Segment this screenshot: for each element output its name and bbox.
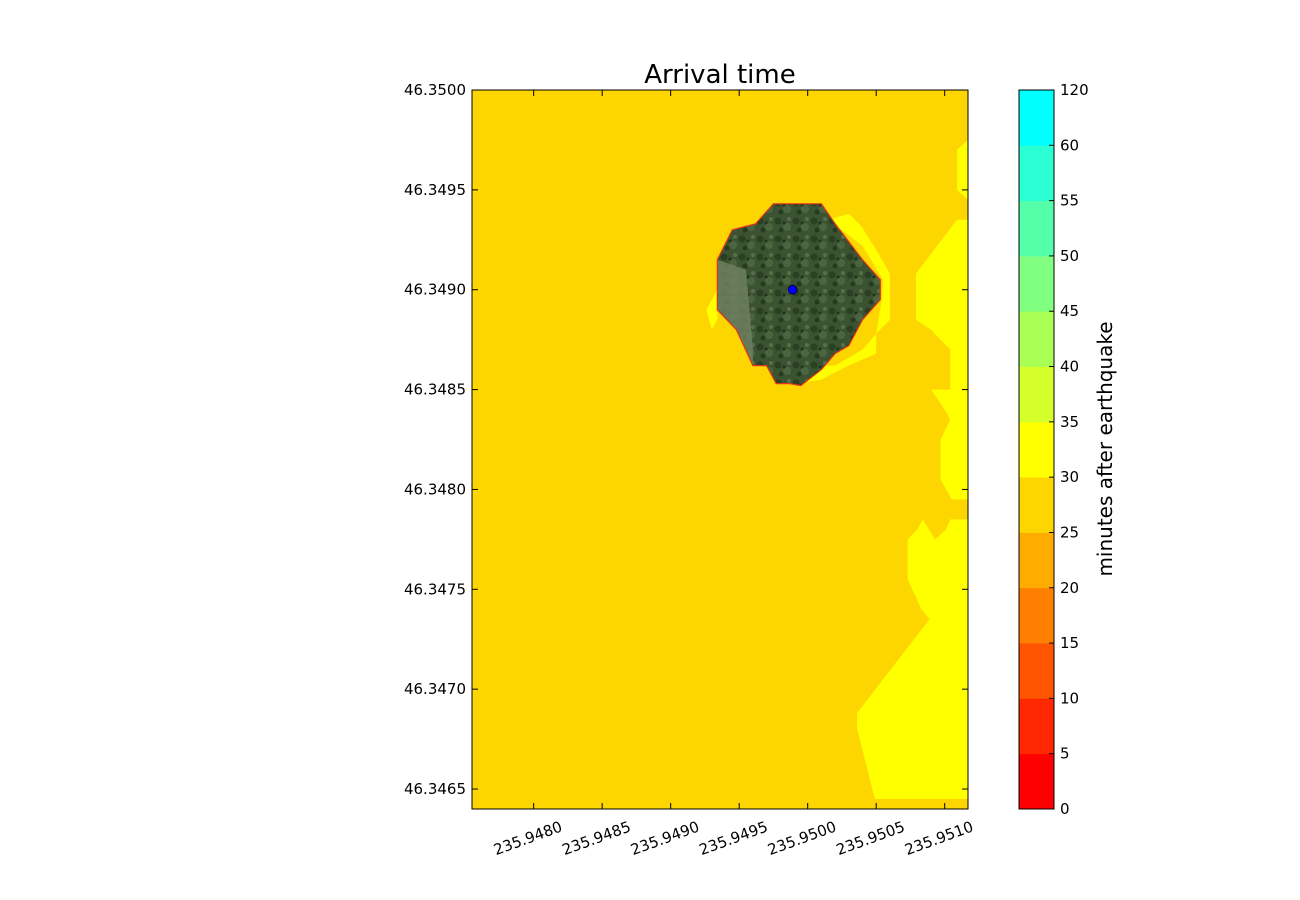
y-tick-label: 46.3490 — [404, 281, 466, 299]
colorbar-tick-label: 5 — [1060, 745, 1070, 763]
contour-region-1 — [857, 139, 968, 799]
x-tick-label: 235.9490 — [628, 818, 701, 859]
colorbar-tick-label: 20 — [1060, 579, 1079, 597]
y-tick-label: 46.3465 — [404, 780, 466, 798]
colorbar-tick-label: 15 — [1060, 634, 1079, 652]
x-tick-label: 235.9480 — [491, 818, 564, 859]
x-tick-label: 235.9505 — [834, 818, 907, 859]
y-tick-label: 46.3475 — [404, 580, 466, 598]
colorbar-segment-55-60 — [1019, 145, 1054, 202]
x-tick-label: 235.9495 — [697, 818, 770, 859]
colorbar-segments — [1019, 90, 1054, 810]
x-tick-label: 235.9510 — [902, 818, 975, 859]
colorbar-segment-15-20 — [1019, 587, 1054, 644]
y-tick-label: 46.3500 — [404, 81, 466, 99]
colorbar-segment-30-35 — [1019, 421, 1054, 478]
colorbar-segment-60-120 — [1019, 90, 1054, 146]
y-tick-label: 46.3480 — [404, 480, 466, 498]
plot-area — [472, 90, 968, 809]
colorbar-segment-50-55 — [1019, 200, 1054, 257]
colorbar-tick-label: 55 — [1060, 192, 1079, 210]
colorbar-segment-35-40 — [1019, 366, 1054, 423]
colorbar-tick-label: 30 — [1060, 468, 1079, 486]
colorbar-segment-25-30 — [1019, 477, 1054, 533]
source-marker — [787, 284, 798, 295]
colorbar-tick-label: 25 — [1060, 523, 1079, 541]
colorbar-tick-label: 40 — [1060, 358, 1079, 376]
y-tick-label: 46.3485 — [404, 381, 466, 399]
plot-frame — [471, 89, 969, 810]
x-tick-label: 235.9500 — [765, 818, 838, 859]
y-tick-label: 46.3495 — [404, 181, 466, 199]
colorbar-segment-0-5 — [1019, 753, 1054, 810]
colorbar-segment-20-25 — [1019, 532, 1054, 589]
colorbar-label: minutes after earthquake — [1093, 321, 1117, 576]
y-tick-label: 46.3470 — [404, 680, 466, 698]
colorbar-frame — [1018, 89, 1055, 810]
colorbar-segment-5-10 — [1019, 698, 1054, 755]
colorbar-ticks: 0 5 10 15 20 25 30 35 40 45 50 55 60 120 — [1049, 81, 1089, 818]
colorbar: 0 5 10 15 20 25 30 35 40 45 50 55 60 120 minutes afte… — [1018, 81, 1117, 818]
colorbar-segment-10-15 — [1019, 643, 1054, 699]
x-tick-label: 235.9485 — [560, 818, 633, 859]
colorbar-tick-label: 35 — [1060, 413, 1079, 431]
colorbar-tick-label: 0 — [1060, 800, 1070, 818]
colorbar-tick-label: 50 — [1060, 247, 1079, 265]
y-axis: 46.3465 46.3470 46.3475 46.3480 46.3485 46.34… — [404, 81, 968, 798]
chart-title: Arrival time — [644, 60, 795, 90]
colorbar-tick-label: 10 — [1060, 689, 1079, 707]
colorbar-segment-45-50 — [1019, 255, 1054, 312]
contour-region-3 — [706, 289, 718, 330]
colorbar-tick-label: 120 — [1060, 81, 1089, 99]
colorbar-segment-40-45 — [1019, 311, 1054, 367]
inundated-area-outline — [716, 203, 881, 387]
colorbar-tick-label: 45 — [1060, 302, 1079, 320]
colorbar-tick-label: 60 — [1060, 136, 1079, 154]
